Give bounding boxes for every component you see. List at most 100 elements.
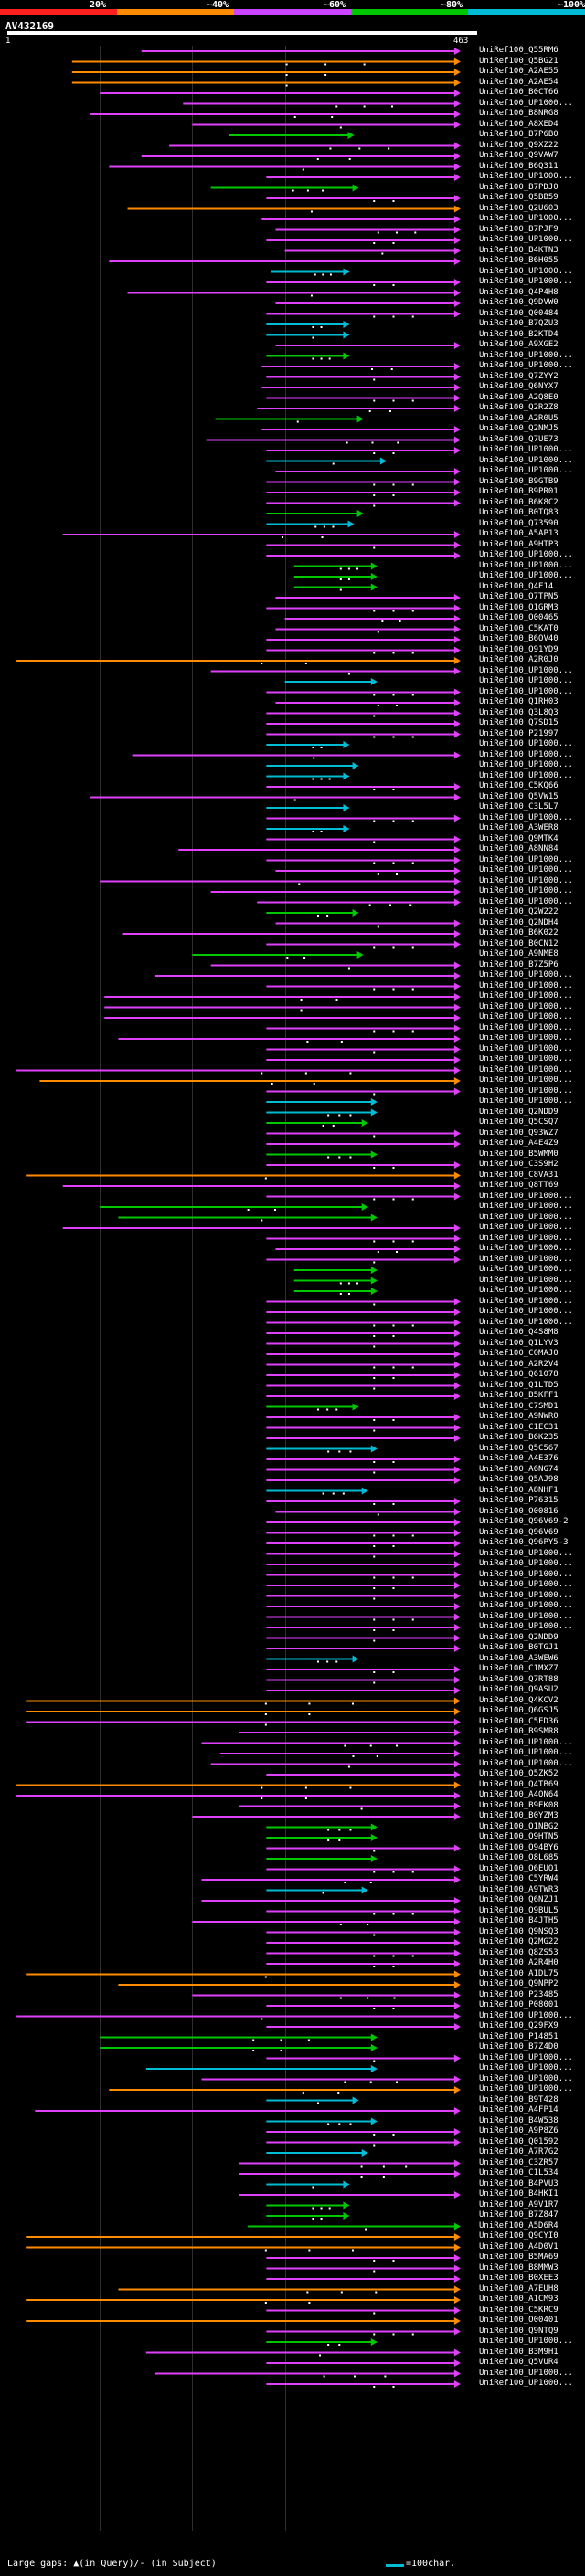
hit-label[interactable]: UniRef100_Q1LTD5	[479, 1380, 558, 1390]
hit-label[interactable]: UniRef100_Q5C567	[479, 1443, 558, 1453]
hit-label[interactable]: UniRef100_B4PVU3	[479, 2178, 558, 2189]
hit-label[interactable]: UniRef100_A4FP14	[479, 2105, 558, 2115]
hit-label[interactable]: UniRef100_UP1000...	[479, 1191, 573, 1201]
hit-label[interactable]: UniRef100_UP1000...	[479, 886, 573, 896]
hit-label[interactable]: UniRef100_Q01592	[479, 2136, 558, 2147]
hit-label[interactable]: UniRef100_UP1000...	[479, 1622, 573, 1631]
hit-label[interactable]: UniRef100_UP1000...	[479, 361, 573, 370]
hit-label[interactable]: UniRef100_Q9MTK4	[479, 833, 558, 843]
hit-label[interactable]: UniRef100_UP1000...	[479, 991, 573, 1001]
hit-label[interactable]: UniRef100_B8MMW3	[479, 2263, 558, 2273]
hit-label[interactable]: UniRef100_B7QZU3	[479, 319, 558, 328]
hit-label[interactable]: UniRef100_A5AP13	[479, 529, 558, 538]
hit-label[interactable]: UniRef100_UP1000...	[479, 277, 573, 286]
hit-label[interactable]: UniRef100_UP1000...	[479, 1611, 573, 1621]
hit-label[interactable]: UniRef100_P08001	[479, 2000, 558, 2009]
hit-label[interactable]: UniRef100_Q94BY6	[479, 1842, 558, 1852]
hit-label[interactable]: UniRef100_C3S9H2	[479, 1160, 558, 1169]
hit-label[interactable]: UniRef100_B5KFF1	[479, 1391, 558, 1400]
hit-label[interactable]: UniRef100_B7PJF9	[479, 224, 558, 234]
hit-label[interactable]: UniRef100_A4QN64	[479, 1790, 558, 1799]
hit-label[interactable]: UniRef100_A1DL75	[479, 1968, 558, 1978]
hit-label[interactable]: UniRef100_A2R2V4	[479, 1359, 558, 1369]
hit-label[interactable]: UniRef100_UP1000...	[479, 445, 573, 454]
hit-label[interactable]: UniRef100_P14851	[479, 2031, 558, 2041]
hit-label[interactable]: UniRef100_B7P6B0	[479, 130, 558, 139]
hit-label[interactable]: UniRef100_Q7TPN5	[479, 592, 558, 601]
hit-label[interactable]: UniRef100_B2KTD4	[479, 329, 558, 339]
hit-label[interactable]: UniRef100_Q3L8Q3	[479, 707, 558, 717]
hit-label[interactable]: UniRef100_A2AE54	[479, 77, 558, 87]
hit-label[interactable]: UniRef100_UP1000...	[479, 1233, 573, 1243]
hit-label[interactable]: UniRef100_Q4E14	[479, 581, 554, 591]
hit-label[interactable]: UniRef100_UP1000...	[479, 2379, 573, 2388]
hit-label[interactable]: UniRef100_B6Q311	[479, 161, 558, 171]
hit-label[interactable]: UniRef100_UP1000...	[479, 1569, 573, 1579]
hit-label[interactable]: UniRef100_UP1000...	[479, 896, 573, 906]
hit-label[interactable]: UniRef100_UP1000...	[479, 854, 573, 864]
hit-label[interactable]: UniRef100_UP1000...	[479, 1055, 573, 1064]
hit-label[interactable]: UniRef100_Q2NDD9	[479, 1632, 558, 1642]
hit-label[interactable]: UniRef100_UP1000...	[479, 172, 573, 181]
hit-label[interactable]: UniRef100_Q00484	[479, 308, 558, 318]
hit-label[interactable]: UniRef100_UP1000...	[479, 1034, 573, 1043]
hit-label[interactable]: UniRef100_Q61078	[479, 1370, 558, 1379]
hit-label[interactable]: UniRef100_O00401	[479, 2316, 558, 2325]
hit-label[interactable]: UniRef100_Q2MG22	[479, 1937, 558, 1946]
hit-label[interactable]: UniRef100_B4JTH5	[479, 1916, 558, 1925]
hit-label[interactable]: UniRef100_Q9NPP2	[479, 1979, 558, 1988]
hit-label[interactable]: UniRef100_B6H055	[479, 256, 558, 265]
hit-label[interactable]: UniRef100_A2Q8E0	[479, 392, 558, 402]
hit-label[interactable]: UniRef100_B0CN12	[479, 938, 558, 949]
hit-label[interactable]: UniRef100_B5WMM0	[479, 1149, 558, 1159]
hit-label[interactable]: UniRef100_Q5CSQ7	[479, 1118, 558, 1127]
hit-label[interactable]: UniRef100_UP1000...	[479, 1548, 573, 1558]
hit-label[interactable]: UniRef100_Q1GRM3	[479, 602, 558, 612]
hit-label[interactable]: UniRef100_A4D0V1	[479, 2242, 558, 2252]
hit-label[interactable]: UniRef100_A9HTP3	[479, 539, 558, 549]
hit-label[interactable]: UniRef100_Q55RM6	[479, 46, 558, 55]
hit-label[interactable]: UniRef100_UP1000...	[479, 1580, 573, 1589]
hit-label[interactable]: UniRef100_Q9CYI0	[479, 2231, 558, 2241]
hit-label[interactable]: UniRef100_UP1000...	[479, 1601, 573, 1610]
hit-label[interactable]: UniRef100_Q9XZ22	[479, 140, 558, 150]
hit-label[interactable]: UniRef100_UP1000...	[479, 739, 573, 748]
hit-label[interactable]: UniRef100_Q9NTQ9	[479, 2326, 558, 2336]
hit-label[interactable]: UniRef100_Q5ZK52	[479, 1769, 558, 1778]
hit-label[interactable]: UniRef100_A3WER8	[479, 823, 558, 832]
hit-label[interactable]: UniRef100_UP1000...	[479, 665, 573, 675]
hit-label[interactable]: UniRef100_C1MXZ7	[479, 1664, 558, 1673]
hit-label[interactable]: UniRef100_Q2U603	[479, 203, 558, 213]
hit-label[interactable]: UniRef100_UP1000...	[479, 1559, 573, 1568]
hit-label[interactable]: UniRef100_UP1000...	[479, 1286, 573, 1295]
hit-label[interactable]: UniRef100_UP1000...	[479, 1307, 573, 1316]
hit-label[interactable]: UniRef100_Q4S8M8	[479, 1328, 558, 1337]
hit-label[interactable]: UniRef100_A7R7G2	[479, 2147, 558, 2157]
hit-label[interactable]: UniRef100_P23485	[479, 1989, 558, 1999]
hit-label[interactable]: UniRef100_UP1000...	[479, 2010, 573, 2020]
hit-label[interactable]: UniRef100_A8XED4	[479, 119, 558, 129]
hit-label[interactable]: UniRef100_UP1000...	[479, 1590, 573, 1600]
hit-label[interactable]: UniRef100_UP1000...	[479, 1223, 573, 1232]
hit-label[interactable]: UniRef100_B9T428	[479, 2094, 558, 2104]
hit-label[interactable]: UniRef100_B4W538	[479, 2115, 558, 2125]
hit-label[interactable]: UniRef100_B7Z5P6	[479, 959, 558, 970]
hit-label[interactable]: UniRef100_UP1000...	[479, 1212, 573, 1222]
hit-label[interactable]: UniRef100_UP1000...	[479, 1296, 573, 1306]
hit-label[interactable]: UniRef100_Q6NYX7	[479, 382, 558, 391]
hit-label[interactable]: UniRef100_C7SMD1	[479, 1401, 558, 1411]
hit-label[interactable]: UniRef100_Q9NSQ3	[479, 1926, 558, 1936]
hit-label[interactable]: UniRef100_UP1000...	[479, 455, 573, 465]
hit-label[interactable]: UniRef100_Q1LYV3	[479, 1338, 558, 1348]
hit-label[interactable]: UniRef100_UP1000...	[479, 1202, 573, 1211]
hit-label[interactable]: UniRef100_UP1000...	[479, 1758, 573, 1768]
hit-label[interactable]: UniRef100_Q9HTN5	[479, 1832, 558, 1841]
hit-label[interactable]: UniRef100_Q2W222	[479, 907, 558, 917]
hit-label[interactable]: UniRef100_Q8L685	[479, 1853, 558, 1862]
hit-label[interactable]: UniRef100_C0MAJ0	[479, 1349, 558, 1358]
hit-label[interactable]: UniRef100_UP1000...	[479, 1012, 573, 1022]
hit-label[interactable]: UniRef100_C3ZR57	[479, 2157, 558, 2168]
hit-label[interactable]: UniRef100_A1CM93	[479, 2295, 558, 2304]
hit-label[interactable]: UniRef100_Q9VAW7	[479, 151, 558, 160]
hit-label[interactable]: UniRef100_UP1000...	[479, 350, 573, 360]
